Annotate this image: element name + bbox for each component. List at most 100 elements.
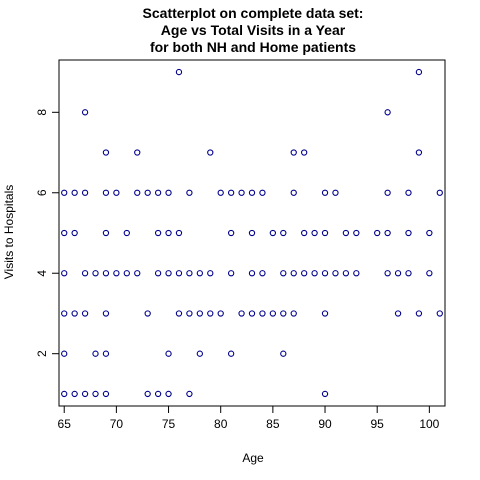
data-point (92, 350, 99, 357)
data-point (259, 310, 266, 317)
data-point (436, 310, 443, 317)
data-point (102, 350, 110, 357)
data-point (311, 229, 318, 237)
data-point (248, 189, 256, 196)
data-point (342, 229, 350, 237)
data-point (415, 310, 423, 317)
data-point (384, 189, 391, 196)
chart-title-line-3: for both NH and Home patients (150, 39, 356, 55)
data-point (71, 310, 78, 317)
data-point (227, 350, 235, 357)
data-point (71, 229, 78, 237)
data-point (61, 350, 68, 357)
data-point (102, 270, 110, 277)
data-point (61, 390, 68, 398)
data-point (92, 270, 99, 277)
data-point (321, 310, 329, 317)
data-point (227, 270, 235, 277)
data-point (280, 350, 287, 357)
data-point (394, 270, 402, 277)
data-point (207, 310, 214, 317)
data-point (332, 189, 339, 196)
data-point (61, 310, 68, 317)
data-point (217, 310, 224, 317)
data-point (259, 189, 266, 196)
data-point (321, 189, 329, 196)
data-point (144, 390, 151, 398)
data-point (415, 149, 423, 156)
data-points (61, 68, 443, 398)
x-tick-label: 100 (419, 417, 439, 431)
data-point (102, 189, 110, 196)
data-point (426, 229, 433, 237)
data-point (81, 390, 89, 398)
data-point (269, 310, 277, 317)
data-point (227, 229, 235, 237)
x-tick-label: 90 (318, 417, 332, 431)
y-tick-label: 6 (35, 189, 49, 196)
data-point (81, 189, 89, 196)
data-point (290, 149, 297, 156)
data-point (71, 189, 78, 196)
data-point (165, 350, 172, 357)
data-point (301, 270, 308, 277)
data-point (280, 310, 287, 317)
data-point (175, 68, 183, 76)
x-tick-label: 65 (58, 417, 72, 431)
data-point (102, 229, 110, 237)
data-point (290, 270, 297, 277)
data-point (81, 310, 89, 317)
data-point (280, 229, 287, 237)
x-tick-label: 70 (110, 417, 124, 431)
data-point (415, 68, 423, 76)
data-point (353, 270, 360, 277)
data-point (61, 189, 68, 196)
data-point (113, 270, 120, 277)
plot-area-frame (58, 59, 446, 407)
data-point (102, 310, 110, 317)
data-point (384, 109, 391, 116)
data-point (165, 270, 172, 277)
data-point (342, 270, 350, 277)
data-point (248, 229, 256, 237)
data-point (207, 270, 214, 277)
data-point (227, 189, 235, 196)
y-tick-label: 4 (35, 270, 49, 277)
data-point (207, 149, 214, 156)
data-point (290, 189, 297, 196)
x-tick-label: 80 (214, 417, 228, 431)
data-point (280, 270, 287, 277)
data-point (134, 189, 141, 196)
x-tick-label: 95 (371, 417, 385, 431)
data-point (102, 149, 110, 156)
data-point (332, 270, 339, 277)
data-point (301, 149, 308, 156)
chart-title-line-2: Age vs Total Visits in a Year (161, 22, 346, 38)
data-point (248, 310, 256, 317)
data-point (165, 390, 172, 398)
data-point (321, 229, 329, 237)
data-point (374, 229, 381, 237)
data-point (81, 270, 89, 277)
data-point (353, 229, 360, 237)
data-point (248, 270, 256, 277)
x-axis: 65 70 75 80 85 90 95 100 (58, 406, 440, 431)
data-point (311, 270, 318, 277)
data-point (186, 189, 193, 196)
y-axis: 2 4 6 8 (35, 109, 59, 357)
x-axis-label: Age (242, 451, 264, 465)
data-point (269, 229, 277, 237)
data-point (113, 189, 120, 196)
data-point (123, 229, 130, 237)
y-axis-label: Visits to Hospitals (2, 185, 16, 279)
data-point (144, 189, 151, 196)
data-point (238, 189, 245, 196)
data-point (175, 270, 183, 277)
data-point (436, 189, 443, 196)
data-point (405, 270, 412, 277)
data-point (81, 109, 89, 116)
data-point (165, 229, 172, 237)
data-point (134, 270, 141, 277)
data-point (186, 270, 193, 277)
